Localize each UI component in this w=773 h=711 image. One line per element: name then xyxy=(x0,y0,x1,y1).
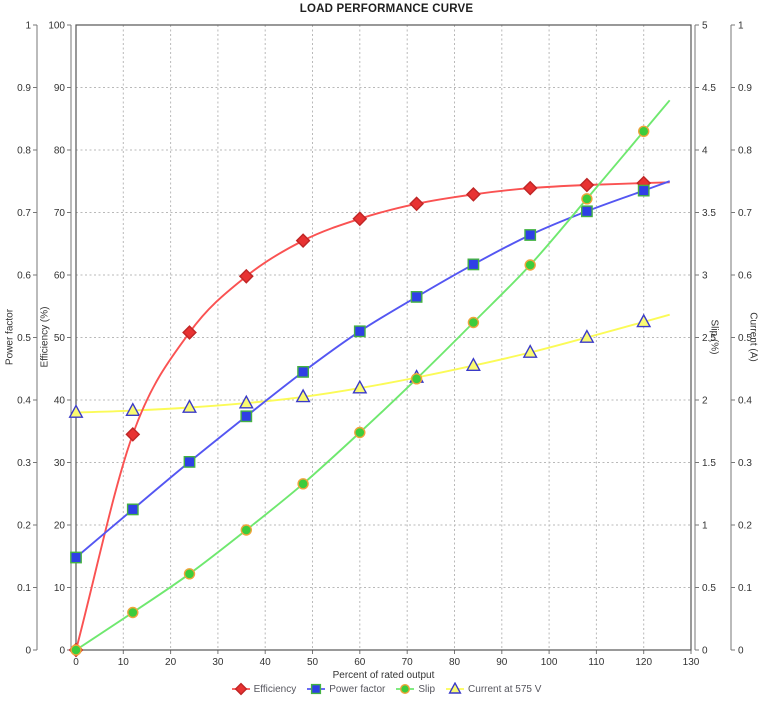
svg-text:50: 50 xyxy=(54,333,66,344)
svg-text:30: 30 xyxy=(54,458,66,469)
svg-text:110: 110 xyxy=(588,657,604,668)
svg-text:0.7: 0.7 xyxy=(17,208,31,219)
svg-text:10: 10 xyxy=(118,657,130,668)
svg-text:100: 100 xyxy=(541,657,558,668)
svg-text:70: 70 xyxy=(54,208,66,219)
efficiency-markers xyxy=(68,175,652,658)
svg-text:0: 0 xyxy=(59,646,65,657)
legend-current-at-575-v-marker-icon xyxy=(446,682,465,694)
svg-text:0: 0 xyxy=(73,657,79,668)
series-current-at-575-v xyxy=(68,313,670,418)
svg-text:0.9: 0.9 xyxy=(738,83,752,94)
svg-text:0.2: 0.2 xyxy=(738,521,752,532)
svg-text:0.1: 0.1 xyxy=(738,583,752,594)
svg-text:130: 130 xyxy=(683,657,700,668)
svg-text:90: 90 xyxy=(496,657,508,668)
svg-text:1: 1 xyxy=(738,21,744,32)
axis-slip: 0 0.5 1 1.5 2 2.5 3 3.5 4 4.5 5 xyxy=(694,21,716,657)
legend-item-power-factor: Power factor xyxy=(307,682,385,696)
svg-text:0.5: 0.5 xyxy=(702,583,716,594)
series-slip xyxy=(70,99,671,656)
legend-efficiency-marker-icon xyxy=(231,682,250,696)
svg-text:60: 60 xyxy=(354,657,366,668)
svg-text:0.6: 0.6 xyxy=(17,271,31,282)
svg-text:30: 30 xyxy=(212,657,224,668)
power-factor-line xyxy=(75,180,671,559)
svg-text:20: 20 xyxy=(165,657,177,668)
series-efficiency xyxy=(68,175,670,658)
svg-text:50: 50 xyxy=(307,657,319,668)
svg-text:0.9: 0.9 xyxy=(17,83,31,94)
svg-text:10: 10 xyxy=(54,583,66,594)
svg-text:0.6: 0.6 xyxy=(738,271,752,282)
svg-text:1: 1 xyxy=(25,21,31,32)
axis-pf: 0 0.1 0.2 0.3 0.4 0.5 0.6 0.7 0.8 0.9 1 xyxy=(17,21,38,657)
svg-text:2.5: 2.5 xyxy=(702,333,716,344)
svg-text:0.8: 0.8 xyxy=(738,146,752,157)
slip-markers xyxy=(70,125,650,656)
legend-item-current-at-575-v: Current at 575 V xyxy=(446,682,541,696)
svg-text:2: 2 xyxy=(702,396,708,407)
svg-text:0.3: 0.3 xyxy=(738,458,752,469)
axis-cur: 0 0.1 0.2 0.3 0.4 0.5 0.6 0.7 0.8 0.9 1 xyxy=(730,21,752,657)
axis-title-current: Current (A) xyxy=(747,312,759,362)
svg-text:60: 60 xyxy=(54,271,66,282)
svg-text:0.2: 0.2 xyxy=(17,521,31,532)
svg-text:40: 40 xyxy=(260,657,272,668)
legend-item-slip: Slip xyxy=(396,682,435,696)
axis-title-efficiency: Efficiency (%) xyxy=(39,306,51,368)
svg-text:20: 20 xyxy=(54,521,66,532)
svg-text:4.5: 4.5 xyxy=(702,83,716,94)
legend-slip-marker-icon xyxy=(396,683,415,695)
power-factor-markers xyxy=(70,184,650,564)
svg-text:0.5: 0.5 xyxy=(738,333,752,344)
axis-x: 0 10 20 30 40 50 60 70 80 90 100 110 120 130 xyxy=(73,650,700,668)
svg-text:0.4: 0.4 xyxy=(738,396,752,407)
svg-text:0: 0 xyxy=(702,646,708,657)
svg-text:0.1: 0.1 xyxy=(17,583,31,594)
legend-item-efficiency: Efficiency xyxy=(231,682,297,696)
svg-text:80: 80 xyxy=(449,657,461,668)
svg-text:0: 0 xyxy=(25,646,31,657)
legend-label-efficiency: Efficiency xyxy=(253,683,297,695)
axis-title-power-factor: Power factor xyxy=(4,308,16,366)
svg-text:80: 80 xyxy=(54,146,66,157)
efficiency-line xyxy=(75,181,670,651)
svg-text:120: 120 xyxy=(635,657,652,668)
legend-power-factor-marker-icon xyxy=(307,683,326,695)
svg-text:5: 5 xyxy=(702,21,708,32)
legend-label-current-at-575-v: Current at 575 V xyxy=(468,683,542,695)
slip-line xyxy=(75,99,671,651)
legend-label-slip: Slip xyxy=(418,683,436,695)
svg-text:0.4: 0.4 xyxy=(17,396,31,407)
gridlines xyxy=(76,25,691,650)
axis-eff: 0 10 20 30 40 50 60 70 80 90 100 xyxy=(48,21,72,657)
current-at-575-v-line xyxy=(75,313,670,414)
svg-text:0.5: 0.5 xyxy=(17,333,31,344)
svg-text:4: 4 xyxy=(702,146,708,157)
svg-text:3.5: 3.5 xyxy=(702,208,716,219)
legend-label-power-factor: Power factor xyxy=(329,683,386,695)
svg-text:1.5: 1.5 xyxy=(702,458,716,469)
svg-text:70: 70 xyxy=(402,657,414,668)
svg-text:100: 100 xyxy=(48,21,65,32)
legend: Efficiency Power factor Slip Current at 575… xyxy=(0,682,773,696)
svg-text:0.3: 0.3 xyxy=(17,458,31,469)
axis-title-slip: Slip (%) xyxy=(708,319,720,355)
svg-text:3: 3 xyxy=(702,271,708,282)
chart-title: LOAD PERFORMANCE CURVE xyxy=(299,3,474,15)
series-power-factor xyxy=(70,180,671,564)
svg-text:0.7: 0.7 xyxy=(738,208,752,219)
plot-border xyxy=(75,24,692,651)
svg-text:1: 1 xyxy=(702,521,708,532)
x-axis-title: Percent of rated output xyxy=(332,670,435,681)
svg-text:0: 0 xyxy=(738,646,744,657)
svg-text:40: 40 xyxy=(54,396,66,407)
svg-text:90: 90 xyxy=(54,83,66,94)
svg-text:0.8: 0.8 xyxy=(17,146,31,157)
